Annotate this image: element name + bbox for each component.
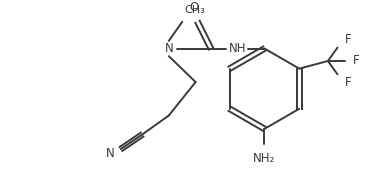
Text: F: F [345, 75, 352, 89]
Text: N: N [105, 147, 114, 160]
Text: NH: NH [229, 42, 246, 55]
Text: CH₃: CH₃ [184, 5, 205, 15]
Text: F: F [345, 33, 352, 46]
Text: NH₂: NH₂ [253, 152, 276, 165]
Text: N: N [165, 42, 173, 55]
Text: F: F [353, 55, 359, 67]
Text: O: O [189, 1, 198, 14]
